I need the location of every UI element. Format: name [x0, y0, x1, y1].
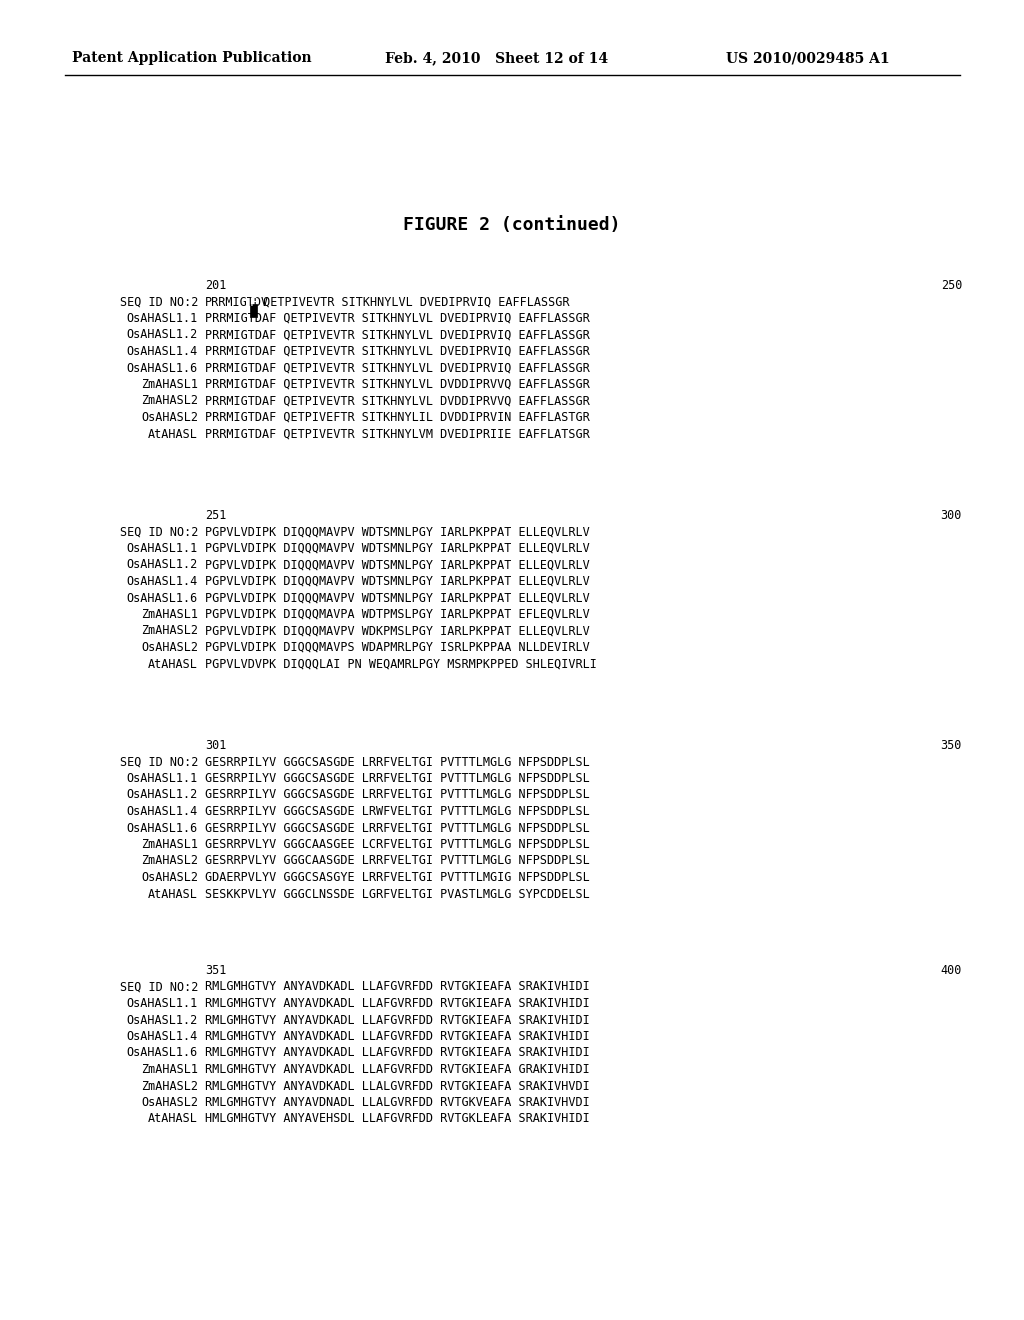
Text: GESRRPILYV GGGCSASGDE LRWFVELTGI PVTTTLMGLG NFPSDDPLSL: GESRRPILYV GGGCSASGDE LRWFVELTGI PVTTTLM… — [205, 805, 590, 818]
Text: OsAHASL1.6: OsAHASL1.6 — [127, 362, 198, 375]
Text: PRRMIGTDAF QETPIVEVTR SITKHNYLVM DVEDIPRIIE EAFFLATSGR: PRRMIGTDAF QETPIVEVTR SITKHNYLVM DVEDIPR… — [205, 428, 590, 441]
Text: PGPVLVDIPK DIQQQMAVPS WDAPMRLPGY ISRLPKPPAA NLLDEVIRLV: PGPVLVDIPK DIQQQMAVPS WDAPMRLPGY ISRLPKP… — [205, 642, 590, 653]
Text: SEQ ID NO:2: SEQ ID NO:2 — [120, 296, 198, 309]
Text: GESRRPILYV GGGCSASGDE LRRFVELTGI PVTTTLMGLG NFPSDDPLSL: GESRRPILYV GGGCSASGDE LRRFVELTGI PVTTTLM… — [205, 821, 590, 834]
Text: FIGURE 2 (continued): FIGURE 2 (continued) — [403, 216, 621, 234]
Text: RMLGMHGTVY ANYAVDKADL LLAFGVRFDD RVTGKIEAFA SRAKIVHIDI: RMLGMHGTVY ANYAVDKADL LLAFGVRFDD RVTGKIE… — [205, 981, 590, 994]
Text: QETPIVEVTR SITKHNYLVL DVEDIPRVIQ EAFFLASSGR: QETPIVEVTR SITKHNYLVL DVEDIPRVIQ EAFFLAS… — [256, 296, 569, 309]
Text: PGPVLVDIPK DIQQQMAVPV WDTSMNLPGY IARLPKPPAT ELLEQVLRLV: PGPVLVDIPK DIQQQMAVPV WDTSMNLPGY IARLPKP… — [205, 543, 590, 554]
Text: PGPVLVDIPK DIQQQMAVPV WDKPMSLPGY IARLPKPPAT ELLEQVLRLV: PGPVLVDIPK DIQQQMAVPV WDKPMSLPGY IARLPKP… — [205, 624, 590, 638]
Text: OsAHASL1.6: OsAHASL1.6 — [127, 591, 198, 605]
Text: PGPVLVDIPK DIQQQMAVPV WDTSMNLPGY IARLPKPPAT ELLEQVLRLV: PGPVLVDIPK DIQQQMAVPV WDTSMNLPGY IARLPKP… — [205, 525, 590, 539]
Text: ZmAHASL2: ZmAHASL2 — [141, 395, 198, 408]
Text: SEQ ID NO:2: SEQ ID NO:2 — [120, 525, 198, 539]
Text: 351: 351 — [205, 964, 226, 977]
Text: RMLGMHGTVY ANYAVDKADL LLAFGVRFDD RVTGKIEAFA SRAKIVHIDI: RMLGMHGTVY ANYAVDKADL LLAFGVRFDD RVTGKIE… — [205, 1030, 590, 1043]
Text: OsAHASL1.4: OsAHASL1.4 — [127, 345, 198, 358]
Text: GDAERPVLYV GGGCSASGYE LRRFVELTGI PVTTTLMGIG NFPSDDPLSL: GDAERPVLYV GGGCSASGYE LRRFVELTGI PVTTTLM… — [205, 871, 590, 884]
Text: OsAHASL2: OsAHASL2 — [141, 871, 198, 884]
Text: OsAHASL1.4: OsAHASL1.4 — [127, 805, 198, 818]
Text: PRRMIGTDAF QETPIVEVTR SITKHNYLVL DVEDIPRVIQ EAFFLASSGR: PRRMIGTDAF QETPIVEVTR SITKHNYLVL DVEDIPR… — [205, 362, 590, 375]
Text: ZmAHASL2: ZmAHASL2 — [141, 854, 198, 867]
Text: Patent Application Publication: Patent Application Publication — [72, 51, 311, 65]
Text: PGPVLVDIPK DIQQQMAVPA WDTPMSLPGY IARLPKPPAT EFLEQVLRLV: PGPVLVDIPK DIQQQMAVPA WDTPMSLPGY IARLPKP… — [205, 609, 590, 620]
Text: RMLGMHGTVY ANYAVDKADL LLAFGVRFDD RVTGKIEAFA SRAKIVHIDI: RMLGMHGTVY ANYAVDKADL LLAFGVRFDD RVTGKIE… — [205, 1014, 590, 1027]
Text: PRRMIGTDV: PRRMIGTDV — [205, 296, 269, 309]
Text: PRRMIGTDAF QETPIVEVTR SITKHNYLVL DVEDIPRVIQ EAFFLASSGR: PRRMIGTDAF QETPIVEVTR SITKHNYLVL DVEDIPR… — [205, 329, 590, 342]
Text: 400: 400 — [941, 964, 962, 977]
Text: RMLGMHGTVY ANYAVDNADL LLALGVRFDD RVTGKVEAFA SRAKIVHVDI: RMLGMHGTVY ANYAVDNADL LLALGVRFDD RVTGKVE… — [205, 1096, 590, 1109]
Text: OsAHASL2: OsAHASL2 — [141, 642, 198, 653]
Text: 350: 350 — [941, 739, 962, 752]
Text: PGPVLVDVPK DIQQQLAI PN WEQAMRLPGY MSRMPKPPED SHLEQIVRLI: PGPVLVDVPK DIQQQLAI PN WEQAMRLPGY MSRMPK… — [205, 657, 597, 671]
Text: F: F — [250, 296, 257, 309]
Text: 301: 301 — [205, 739, 226, 752]
Text: AtAHASL: AtAHASL — [148, 428, 198, 441]
Text: GESRRPILYV GGGCSASGDE LRRFVELTGI PVTTTLMGLG NFPSDDPLSL: GESRRPILYV GGGCSASGDE LRRFVELTGI PVTTTLM… — [205, 755, 590, 768]
Text: OsAHASL1.2: OsAHASL1.2 — [127, 558, 198, 572]
Text: ZmAHASL1: ZmAHASL1 — [141, 1063, 198, 1076]
Text: GESRRPVLYV GGGCAASGEE LCRFVELTGI PVTTTLMGLG NFPSDDPLSL: GESRRPVLYV GGGCAASGEE LCRFVELTGI PVTTTLM… — [205, 838, 590, 851]
Text: US 2010/0029485 A1: US 2010/0029485 A1 — [726, 51, 890, 65]
Text: PRRMIGTDAF QETPIVEVTR SITKHNYLVL DVDDIPRVVQ EAFFLASSGR: PRRMIGTDAF QETPIVEVTR SITKHNYLVL DVDDIPR… — [205, 395, 590, 408]
Text: OsAHASL1.6: OsAHASL1.6 — [127, 821, 198, 834]
Text: ZmAHASL1: ZmAHASL1 — [141, 838, 198, 851]
Text: RMLGMHGTVY ANYAVDKADL LLAFGVRFDD RVTGKIEAFA SRAKIVHIDI: RMLGMHGTVY ANYAVDKADL LLAFGVRFDD RVTGKIE… — [205, 997, 590, 1010]
Text: OsAHASL1.1: OsAHASL1.1 — [127, 772, 198, 785]
Text: PGPVLVDIPK DIQQQMAVPV WDTSMNLPGY IARLPKPPAT ELLEQVLRLV: PGPVLVDIPK DIQQQMAVPV WDTSMNLPGY IARLPKP… — [205, 558, 590, 572]
Text: OsAHASL2: OsAHASL2 — [141, 411, 198, 424]
Text: RMLGMHGTVY ANYAVDKADL LLAFGVRFDD RVTGKIEAFA GRAKIVHIDI: RMLGMHGTVY ANYAVDKADL LLAFGVRFDD RVTGKIE… — [205, 1063, 590, 1076]
FancyBboxPatch shape — [251, 304, 256, 317]
Text: PGPVLVDIPK DIQQQMAVPV WDTSMNLPGY IARLPKPPAT ELLEQVLRLV: PGPVLVDIPK DIQQQMAVPV WDTSMNLPGY IARLPKP… — [205, 576, 590, 587]
Text: OsAHASL2: OsAHASL2 — [141, 1096, 198, 1109]
Text: PRRMIGTDAF QETPIVEVTR SITKHNYLVL DVEDIPRVIQ EAFFLASSGR: PRRMIGTDAF QETPIVEVTR SITKHNYLVL DVEDIPR… — [205, 312, 590, 325]
Text: OsAHASL1.1: OsAHASL1.1 — [127, 997, 198, 1010]
Text: ZmAHASL2: ZmAHASL2 — [141, 1080, 198, 1093]
Text: ZmAHASL1: ZmAHASL1 — [141, 378, 198, 391]
Text: OsAHASL1.2: OsAHASL1.2 — [127, 788, 198, 801]
Text: SEQ ID NO:2: SEQ ID NO:2 — [120, 755, 198, 768]
Text: 250: 250 — [941, 279, 962, 292]
Text: 251: 251 — [205, 510, 226, 521]
Text: PRRMIGTDAF QETPIVEFTR SITKHNYLIL DVDDIPRVIN EAFFLASTGR: PRRMIGTDAF QETPIVEFTR SITKHNYLIL DVDDIPR… — [205, 411, 590, 424]
Text: RMLGMHGTVY ANYAVDKADL LLAFGVRFDD RVTGKIEAFA SRAKIVHIDI: RMLGMHGTVY ANYAVDKADL LLAFGVRFDD RVTGKIE… — [205, 1047, 590, 1060]
Text: 201: 201 — [205, 279, 226, 292]
Text: HMLGMHGTVY ANYAVEHSDL LLAFGVRFDD RVTGKLEAFA SRAKIVHIDI: HMLGMHGTVY ANYAVEHSDL LLAFGVRFDD RVTGKLE… — [205, 1113, 590, 1126]
Text: OsAHASL1.6: OsAHASL1.6 — [127, 1047, 198, 1060]
Text: Feb. 4, 2010   Sheet 12 of 14: Feb. 4, 2010 Sheet 12 of 14 — [385, 51, 608, 65]
Text: SESKKPVLYV GGGCLNSSDE LGRFVELTGI PVASTLMGLG SYPCDDELSL: SESKKPVLYV GGGCLNSSDE LGRFVELTGI PVASTLM… — [205, 887, 590, 900]
Text: ZmAHASL2: ZmAHASL2 — [141, 624, 198, 638]
Text: PGPVLVDIPK DIQQQMAVPV WDTSMNLPGY IARLPKPPAT ELLEQVLRLV: PGPVLVDIPK DIQQQMAVPV WDTSMNLPGY IARLPKP… — [205, 591, 590, 605]
Text: 300: 300 — [941, 510, 962, 521]
Text: PRRMIGTDAF QETPIVEVTR SITKHNYLVL DVEDIPRVIQ EAFFLASSGR: PRRMIGTDAF QETPIVEVTR SITKHNYLVL DVEDIPR… — [205, 345, 590, 358]
Text: OsAHASL1.4: OsAHASL1.4 — [127, 576, 198, 587]
Text: AtAHASL: AtAHASL — [148, 1113, 198, 1126]
Text: GESRRPILYV GGGCSASGDE LRRFVELTGI PVTTTLMGLG NFPSDDPLSL: GESRRPILYV GGGCSASGDE LRRFVELTGI PVTTTLM… — [205, 772, 590, 785]
Text: OsAHASL1.4: OsAHASL1.4 — [127, 1030, 198, 1043]
Text: OsAHASL1.2: OsAHASL1.2 — [127, 329, 198, 342]
Text: OsAHASL1.2: OsAHASL1.2 — [127, 1014, 198, 1027]
Text: ZmAHASL1: ZmAHASL1 — [141, 609, 198, 620]
Text: GESRRPILYV GGGCSASGDE LRRFVELTGI PVTTTLMGLG NFPSDDPLSL: GESRRPILYV GGGCSASGDE LRRFVELTGI PVTTTLM… — [205, 788, 590, 801]
Text: OsAHASL1.1: OsAHASL1.1 — [127, 543, 198, 554]
Text: GESRRPVLYV GGGCAASGDE LRRFVELTGI PVTTTLMGLG NFPSDDPLSL: GESRRPVLYV GGGCAASGDE LRRFVELTGI PVTTTLM… — [205, 854, 590, 867]
Text: SEQ ID NO:2: SEQ ID NO:2 — [120, 981, 198, 994]
Text: AtAHASL: AtAHASL — [148, 657, 198, 671]
Text: AtAHASL: AtAHASL — [148, 887, 198, 900]
Text: PRRMIGTDAF QETPIVEVTR SITKHNYLVL DVDDIPRVVQ EAFFLASSGR: PRRMIGTDAF QETPIVEVTR SITKHNYLVL DVDDIPR… — [205, 378, 590, 391]
Text: RMLGMHGTVY ANYAVDKADL LLALGVRFDD RVTGKIEAFA SRAKIVHVDI: RMLGMHGTVY ANYAVDKADL LLALGVRFDD RVTGKIE… — [205, 1080, 590, 1093]
Text: OsAHASL1.1: OsAHASL1.1 — [127, 312, 198, 325]
